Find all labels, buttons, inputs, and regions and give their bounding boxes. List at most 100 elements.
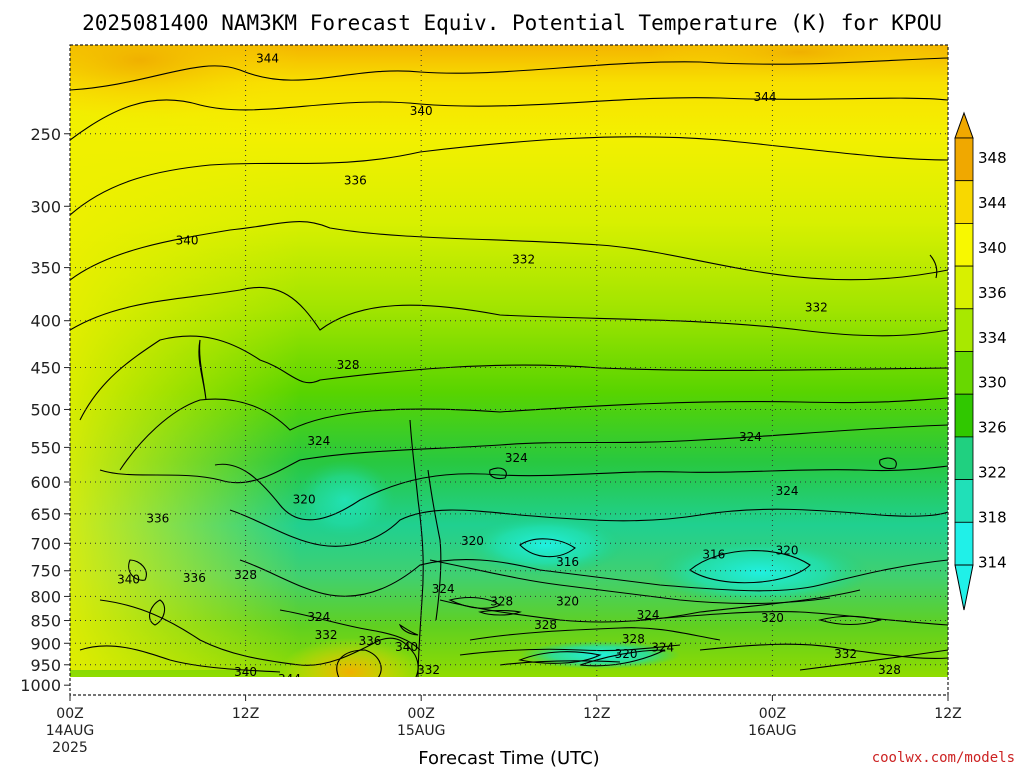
contour-label: 340 — [234, 665, 257, 679]
y-tick-label: 800 — [30, 587, 61, 606]
colorbar-swatch — [954, 479, 974, 523]
x-tick-year: 2025 — [52, 740, 88, 756]
contour-label: 336 — [146, 512, 169, 526]
contour-label: 328 — [622, 632, 645, 646]
x-tick-date: 15AUG — [397, 723, 446, 739]
x-tick-label: 12Z — [934, 706, 961, 722]
contour-label-text: 324 — [505, 451, 528, 465]
contour-label: 340 — [117, 573, 140, 587]
y-tick-label: 950 — [30, 656, 61, 675]
contour-label: 320 — [461, 534, 484, 548]
contour-label: 336 — [183, 571, 206, 585]
x-axis-label: Forecast Time (UTC) — [418, 748, 599, 768]
contour-label-text: 324 — [307, 610, 330, 624]
colorbar-label: 326 — [978, 419, 1007, 437]
colorbar: 348 344 340 336 334 330 326 322 318 314 — [954, 111, 1007, 611]
contour-label: 324 — [776, 484, 799, 498]
y-tick-label: 900 — [30, 634, 61, 653]
contour-label-text: 324 — [776, 484, 799, 498]
colorbar-swatch — [954, 393, 974, 438]
colorbar-label: 314 — [978, 554, 1007, 572]
contour-label-text: 344 — [754, 90, 777, 104]
y-tick-label: 850 — [30, 612, 61, 631]
contour-label-text: 328 — [337, 358, 360, 372]
colorbar-label: 318 — [978, 509, 1007, 527]
contour-label-text: 332 — [512, 253, 535, 267]
contour-label-text: 324 — [739, 430, 762, 444]
contour-label: 324 — [651, 641, 674, 655]
y-tick-label: 600 — [30, 473, 61, 492]
field-cold-core — [465, 515, 625, 575]
credit-text: coolwx.com/models — [872, 750, 1015, 766]
chart-title: 2025081400 NAM3KM Forecast Equiv. Potent… — [82, 11, 942, 35]
plot-area: 3443443403363403323323283243243243243203… — [70, 45, 948, 686]
x-tick-date: 16AUG — [748, 723, 797, 739]
y-tick-label: 300 — [30, 197, 61, 216]
contour-label: 320 — [293, 492, 316, 506]
colorbar-swatch — [954, 222, 974, 267]
contour-label-text: 340 — [395, 640, 418, 654]
contour-label: 340 — [176, 234, 199, 248]
contour-label: 332 — [315, 628, 338, 642]
contour-label: 316 — [556, 555, 579, 569]
contour-label: 324 — [739, 430, 762, 444]
contour-label-text: 336 — [183, 571, 206, 585]
contour-label: 336 — [359, 634, 382, 648]
colorbar-label: 336 — [978, 284, 1007, 302]
contour-label-text: 320 — [461, 534, 484, 548]
contour-label: 328 — [878, 663, 901, 677]
contour-label: 320 — [615, 647, 638, 661]
contour-label: 344 — [754, 90, 777, 104]
field-top-warm — [70, 45, 300, 120]
field-cold-core — [295, 460, 395, 540]
y-tick-label: 350 — [30, 259, 61, 278]
contour-label-text: 340 — [234, 665, 257, 679]
field-left-warm — [70, 110, 300, 670]
contour-label-text: 324 — [651, 641, 674, 655]
contour-label-text: 340 — [117, 573, 140, 587]
colorbar-swatch — [954, 265, 974, 310]
colorbar-label: 322 — [978, 464, 1007, 482]
contour-label-text: 328 — [622, 632, 645, 646]
x-tick-date: 14AUG — [46, 723, 95, 739]
y-tick-label: 550 — [30, 438, 61, 457]
contour-label-text: 328 — [878, 663, 901, 677]
contour-label: 320 — [776, 544, 799, 558]
colorbar-label: 344 — [978, 194, 1007, 212]
contour-label: 328 — [534, 618, 557, 632]
contour-label-text: 320 — [761, 611, 784, 625]
x-tick-label: 12Z — [583, 706, 610, 722]
colorbar-label: 340 — [978, 239, 1007, 257]
y-tick-label: 400 — [30, 312, 61, 331]
contour-label: 336 — [344, 173, 367, 187]
y-tick-label: 750 — [30, 562, 61, 581]
contour-label-text: 328 — [234, 568, 257, 582]
contour-label-text: 324 — [307, 434, 330, 448]
contour-label: 328 — [490, 594, 513, 608]
contour-label: 344 — [256, 52, 279, 66]
contour-label: 328 — [337, 358, 360, 372]
contour-labels: 3443443403363403323323283243243243243203… — [117, 52, 901, 686]
contour-label-text: 336 — [344, 173, 367, 187]
field-cold-core — [650, 538, 870, 606]
x-tick-label: 00Z — [407, 706, 434, 722]
contour-label-text: 340 — [410, 104, 433, 118]
colorbar-swatch — [954, 521, 974, 566]
colorbar-label: 330 — [978, 374, 1007, 392]
contour-label-text: 328 — [490, 594, 513, 608]
contour-label-text: 320 — [615, 647, 638, 661]
contour-label-text: 324 — [432, 582, 455, 596]
contour-label-text: 344 — [278, 672, 301, 686]
contour-label-text: 320 — [556, 594, 579, 608]
contour-label: 344 — [278, 672, 301, 686]
contour-label-text: 336 — [359, 634, 382, 648]
contour-label: 332 — [512, 253, 535, 267]
colorbar-extend-max — [954, 111, 974, 139]
y-axis: 250 300 350 400 450 500 550 600 650 700 750 800 850 9… — [20, 125, 70, 695]
contour-label: 332 — [805, 301, 828, 315]
contour-label-text: 316 — [702, 548, 725, 562]
contour-label-text: 332 — [315, 628, 338, 642]
contour-label: 328 — [234, 568, 257, 582]
x-tick-label: 00Z — [759, 706, 786, 722]
